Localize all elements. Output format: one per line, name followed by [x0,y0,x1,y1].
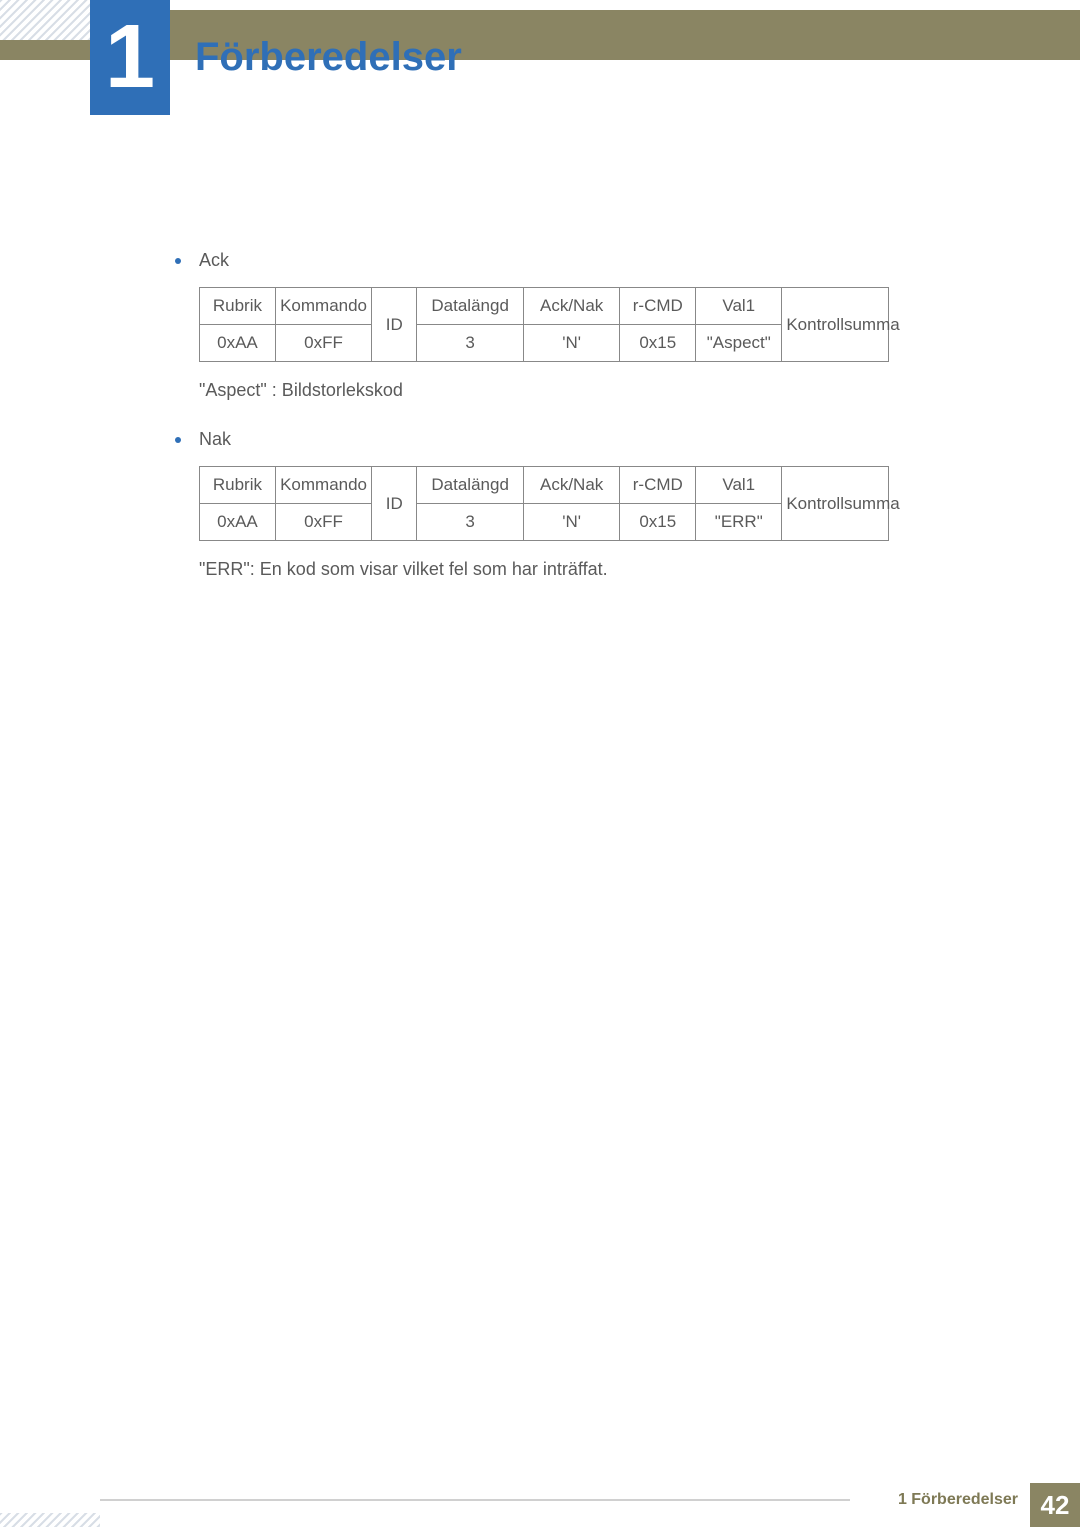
th-val1: Val1 [696,467,782,504]
bullet-nak-row: Nak [175,429,895,450]
td-kommando: 0xFF [275,504,371,541]
th-acknak: Ack/Nak [523,467,619,504]
th-kontrollsumma: Kontrollsumma [782,288,889,362]
td-datalangd: 3 [417,325,524,362]
table-nak: Rubrik Kommando ID Datalängd Ack/Nak r-C… [199,466,889,541]
bullet-ack-row: Ack [175,250,895,271]
td-rubrik: 0xAA [200,325,276,362]
th-rubrik: Rubrik [200,467,276,504]
th-rubrik: Rubrik [200,288,276,325]
chapter-number-box: 1 [90,0,170,115]
footer-hatch [0,1513,100,1527]
th-val1: Val1 [696,288,782,325]
th-kontrollsumma: Kontrollsumma [782,467,889,541]
table-ack: Rubrik Kommando ID Datalängd Ack/Nak r-C… [199,287,889,362]
caption-nak: "ERR": En kod som visar vilket fel som h… [199,559,895,580]
bullet-nak-label: Nak [199,429,231,450]
chapter-number: 1 [105,6,155,109]
td-val1: "ERR" [696,504,782,541]
th-rcmd: r-CMD [620,288,696,325]
footer-text: 1 Förberedelser [898,1491,1018,1509]
td-acknak: 'N' [523,504,619,541]
td-rcmd: 0x15 [620,325,696,362]
bullet-dot-icon [175,437,181,443]
footer-page-number: 42 [1030,1483,1080,1527]
th-kommando: Kommando [275,288,371,325]
td-acknak: 'N' [523,325,619,362]
td-datalangd: 3 [417,504,524,541]
table-row: Rubrik Kommando ID Datalängd Ack/Nak r-C… [200,467,889,504]
page-content: Ack Rubrik Kommando ID Datalängd Ack/Nak… [175,250,895,608]
th-id: ID [372,467,417,541]
table-row: Rubrik Kommando ID Datalängd Ack/Nak r-C… [200,288,889,325]
th-acknak: Ack/Nak [523,288,619,325]
footer-divider [100,1499,850,1501]
bullet-dot-icon [175,258,181,264]
th-rcmd: r-CMD [620,467,696,504]
page-footer: 1 Förberedelser 42 [0,1483,1080,1527]
caption-ack: "Aspect" : Bildstorlekskod [199,380,895,401]
bullet-ack-label: Ack [199,250,229,271]
td-val1: "Aspect" [696,325,782,362]
th-datalangd: Datalängd [417,288,524,325]
td-rcmd: 0x15 [620,504,696,541]
chapter-title: Förberedelser [195,35,462,80]
td-rubrik: 0xAA [200,504,276,541]
th-id: ID [372,288,417,362]
th-datalangd: Datalängd [417,467,524,504]
th-kommando: Kommando [275,467,371,504]
td-kommando: 0xFF [275,325,371,362]
corner-hatch [0,0,90,40]
